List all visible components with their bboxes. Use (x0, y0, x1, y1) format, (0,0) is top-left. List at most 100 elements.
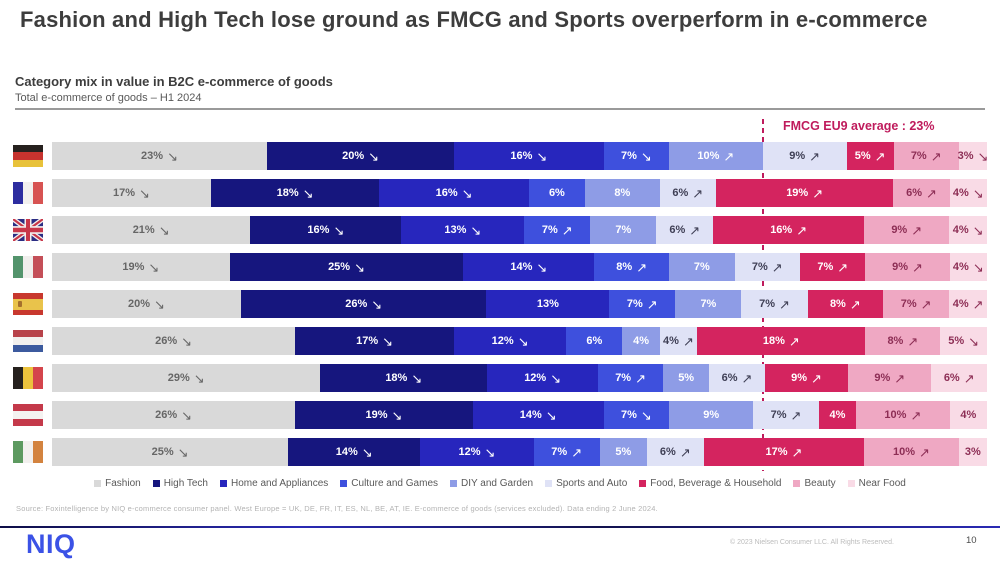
segment-value: 17% (356, 335, 379, 347)
trend-up-icon: ↗ (910, 407, 922, 423)
segment-food-beverage-household: 7% ↗ (800, 253, 866, 281)
trend-up-icon: ↗ (812, 185, 824, 201)
flag-stripe (13, 411, 43, 419)
segment-value: 4% (633, 335, 649, 347)
segment-value: 7% (900, 298, 917, 310)
segment-near-food: 4% ↘ (949, 253, 988, 281)
segment-value: 16% (510, 150, 533, 162)
segment-sports-and-auto: 6% ↗ (709, 364, 765, 392)
flag-stripe (23, 441, 33, 463)
legend-swatch (639, 480, 647, 487)
segment-home-and-appliances: 13% ↘ (401, 216, 525, 244)
chart-row-spain: 20% ↘ 26% ↘ 13% 7% ↗ 7% 7% ↗ 8% ↗ 7% ↗ 4% ↗ (13, 290, 988, 318)
segment-value: 7% (910, 150, 927, 162)
trend-down-icon: ↘ (382, 333, 394, 349)
segment-value: 7% (817, 261, 834, 273)
segment-fashion: 23% ↘ (52, 142, 268, 170)
segment-value: 6% (659, 446, 676, 458)
segment-diy-and-garden: 4% (622, 327, 660, 355)
trend-down-icon: ↘ (411, 370, 423, 386)
segment-value: 7% (626, 298, 643, 310)
trend-down-icon: ↘ (972, 222, 984, 238)
segment-beauty: 9% ↗ (865, 253, 950, 281)
segment-value: 8% (614, 187, 631, 199)
segment-food-beverage-household: 4% (818, 401, 857, 429)
segment-home-and-appliances: 14% ↘ (463, 253, 595, 281)
segment-value: 5% (854, 150, 871, 162)
heading-divider (15, 108, 985, 110)
segment-value: 7% (700, 298, 717, 310)
legend-swatch (847, 480, 855, 487)
trend-down-icon: ↘ (545, 407, 557, 423)
segment-value: 14% (335, 446, 358, 458)
slide-title: Fashion and High Tech lose ground as FMC… (20, 7, 928, 32)
segment-value: 9% (892, 261, 909, 273)
segment-high-tech: 18% ↘ (210, 179, 380, 207)
trend-up-icon: ↗ (874, 148, 886, 164)
segment-value: 6% (548, 187, 565, 199)
legend-label: Culture and Games (351, 478, 439, 489)
chart-row-germany: 23% ↘ 20% ↘ 16% ↘ 7% ↘ 10% ↗ 9% ↗ 5% ↗ 7% ↗ 3% ↘ (13, 142, 988, 170)
segment-value: 20% (342, 150, 365, 162)
trend-up-icon: ↗ (741, 370, 753, 386)
flag-france (13, 182, 43, 204)
flag-stripe (33, 182, 43, 204)
segment-high-tech: 17% ↘ (295, 327, 455, 355)
segment-value: 5% (615, 446, 632, 458)
segment-value: 26% (345, 298, 368, 310)
segment-value: 7% (770, 409, 787, 421)
segment-food-beverage-household: 8% ↗ (807, 290, 884, 318)
trend-up-icon: ↗ (926, 185, 937, 201)
flag-emblem (18, 301, 22, 307)
chart-row-france: 17% ↘ 18% ↘ 16% ↘ 6% 8% 6% ↗ 19% ↗ 6% ↗ 4% ↘ (13, 179, 987, 207)
flag-stripe (13, 182, 23, 204)
legend-item-culture-and-games: Culture and Games (340, 478, 438, 489)
trend-down-icon: ↘ (371, 296, 383, 312)
segment-value: 9% (791, 372, 807, 384)
trend-up-icon: ↗ (788, 333, 800, 349)
segment-value: 6% (672, 187, 689, 199)
segment-diy-and-garden: 9% (669, 401, 754, 429)
segment-high-tech: 26% ↘ (240, 290, 487, 318)
segment-beauty: 7% ↗ (893, 142, 959, 170)
segment-culture-and-games: 6% (566, 327, 623, 355)
flag-stripe (23, 256, 33, 278)
footer-divider (0, 526, 1000, 528)
segment-home-and-appliances: 13% (486, 290, 610, 318)
copyright-text: © 2023 Nielsen Consumer LLC. All Rights … (730, 539, 894, 546)
legend-item-diy-and-garden: DIY and Garden (450, 478, 533, 489)
segment-value: 26% (155, 335, 178, 347)
stacked-bar-united-kingdom: 21% ↘ 16% ↘ 13% ↘ 7% ↗ 7% 6% ↗ 16% ↗ 9% ↗ 4% ↘ (52, 216, 987, 244)
segment-high-tech: 25% ↘ (229, 253, 464, 281)
segment-value: 7% (620, 150, 637, 162)
segment-near-food: 6% ↗ (931, 364, 987, 392)
segment-culture-and-games: 6% (528, 179, 585, 207)
segment-value: 4% (952, 187, 969, 199)
flag-stripe (13, 404, 43, 412)
segment-value: 8% (616, 261, 633, 273)
segment-value: 10% (892, 446, 915, 458)
stacked-bar-netherlands: 26% ↘ 17% ↘ 12% ↘ 6% 4% 4% ↗ 18% ↗ 8% ↗ 5% ↘ (52, 327, 987, 355)
segment-beauty: 9% ↗ (864, 216, 950, 244)
chart-row-italy: 19% ↘ 25% ↘ 14% ↘ 8% ↗ 7% 7% ↗ 7% ↗ 9% ↗ 4% ↘ (13, 253, 988, 281)
segment-diy-and-garden: 7% (590, 216, 657, 244)
segment-home-and-appliances: 16% ↘ (454, 142, 604, 170)
trend-down-icon: ↘ (536, 259, 548, 275)
segment-value: 12% (458, 446, 481, 458)
segment-value: 25% (328, 261, 351, 273)
trend-down-icon: ↘ (550, 370, 562, 386)
segment-value: 5% (678, 372, 695, 384)
segment-diy-and-garden: 5% (599, 438, 647, 466)
trend-down-icon: ↘ (361, 444, 373, 460)
segment-value: 7% (541, 224, 558, 236)
segment-home-and-appliances: 12% ↘ (420, 438, 534, 466)
legend-swatch (152, 480, 160, 487)
segment-home-and-appliances: 12% ↘ (454, 327, 567, 355)
legend-label: Beauty (804, 478, 836, 489)
segment-value: 25% (151, 446, 174, 458)
flag-stripe (13, 256, 23, 278)
segment-fashion: 17% ↘ (52, 179, 211, 207)
segment-value: 7% (551, 446, 568, 458)
segment-diy-and-garden: 7% (675, 290, 742, 318)
segment-sports-and-auto: 9% ↗ (762, 142, 847, 170)
